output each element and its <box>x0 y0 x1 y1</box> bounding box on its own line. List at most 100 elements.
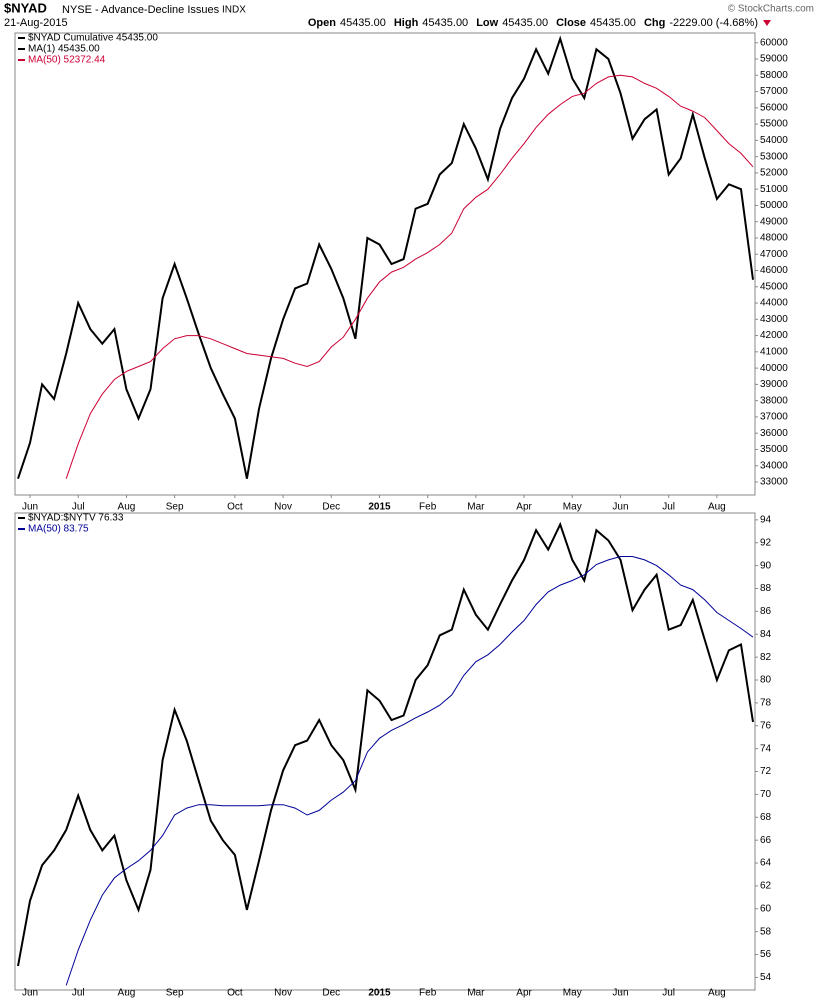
legend-entry: MA(50) 83.75 <box>28 524 89 535</box>
y-tick-label: 45000 <box>760 281 788 292</box>
legend-entry: MA(50) 52372.44 <box>28 55 106 66</box>
y-tick-label: 57000 <box>760 86 788 97</box>
y-tick-label: 36000 <box>760 428 788 439</box>
x-tick-label: Jun <box>22 988 38 999</box>
down-arrow <box>763 20 771 26</box>
plot-frame <box>14 512 756 991</box>
quote-label: High <box>394 17 419 29</box>
y-tick-label: 53000 <box>760 151 788 162</box>
y-tick-label: 39000 <box>760 379 788 390</box>
y-tick-label: 66 <box>760 835 772 846</box>
x-tick-label: Aug <box>118 502 136 513</box>
x-tick-label: 2015 <box>368 988 391 999</box>
x-tick-label: Nov <box>274 988 292 999</box>
x-tick-label: Jul <box>72 502 85 513</box>
y-tick-label: 74 <box>760 743 772 754</box>
y-tick-label: 86 <box>760 606 772 617</box>
exchange: INDX <box>222 5 246 16</box>
x-tick-label: Jun <box>22 502 38 513</box>
y-tick-label: 49000 <box>760 216 788 227</box>
series-line <box>17 521 754 967</box>
x-tick-label: Feb <box>419 988 437 999</box>
y-tick-label: 44000 <box>760 298 788 309</box>
x-tick-label: Dec <box>322 502 340 513</box>
y-tick-label: 50000 <box>760 200 788 211</box>
y-tick-label: 33000 <box>760 477 788 488</box>
y-tick-label: 37000 <box>760 412 788 423</box>
quote-value: 45435.00 <box>502 17 548 29</box>
y-tick-label: 78 <box>760 698 772 709</box>
x-tick-label: Mar <box>467 502 485 513</box>
quote-value: 45435.00 <box>422 17 468 29</box>
x-tick-label: Aug <box>708 988 726 999</box>
y-tick-label: 56000 <box>760 102 788 113</box>
y-tick-label: 40000 <box>760 363 788 374</box>
description: NYSE - Advance-Decline Issues <box>62 4 220 16</box>
quote-value: 45435.00 <box>340 17 386 29</box>
x-tick-label: Apr <box>516 988 532 999</box>
copyright: © StockCharts.com <box>728 4 814 15</box>
y-tick-label: 38000 <box>760 395 788 406</box>
y-tick-label: 55000 <box>760 119 788 130</box>
x-tick-label: Oct <box>227 988 243 999</box>
y-tick-label: 80 <box>760 675 772 686</box>
y-tick-label: 60 <box>760 903 772 914</box>
y-tick-label: 90 <box>760 560 772 571</box>
x-tick-label: Sep <box>166 988 184 999</box>
y-tick-label: 46000 <box>760 265 788 276</box>
legend-entry: $NYAD Cumulative 45435.00 <box>28 33 158 44</box>
y-tick-label: 62 <box>760 881 772 892</box>
y-tick-label: 82 <box>760 652 772 663</box>
series-line <box>65 74 754 479</box>
quote-label: Low <box>476 17 498 29</box>
y-tick-label: 59000 <box>760 54 788 65</box>
y-tick-label: 84 <box>760 629 772 640</box>
y-tick-label: 56 <box>760 949 772 960</box>
x-tick-label: Jun <box>612 988 628 999</box>
y-tick-label: 42000 <box>760 330 788 341</box>
x-tick-label: Jul <box>662 988 675 999</box>
series-line <box>65 556 754 986</box>
y-tick-label: 52000 <box>760 168 788 179</box>
x-tick-label: Oct <box>227 502 243 513</box>
quote-label: Open <box>308 17 336 29</box>
y-tick-label: 58000 <box>760 70 788 81</box>
y-tick-label: 58 <box>760 926 772 937</box>
x-tick-label: Jul <box>662 502 675 513</box>
x-tick-label: Feb <box>419 502 437 513</box>
quote: -2229.00 (-4.68%) Chg 45435.00 Close 45435.0… <box>308 17 758 29</box>
x-tick-label: Jun <box>612 502 628 513</box>
quote-value: 45435.00 <box>590 17 636 29</box>
y-tick-label: 54000 <box>760 135 788 146</box>
x-tick-label: Mar <box>467 988 485 999</box>
x-tick-label: Aug <box>708 502 726 513</box>
y-tick-label: 41000 <box>760 346 788 357</box>
quote-label: Close <box>556 17 586 29</box>
y-tick-label: 72 <box>760 766 772 777</box>
quote-label: Chg <box>644 17 665 29</box>
y-tick-label: 54 <box>760 972 772 983</box>
y-tick-label: 51000 <box>760 184 788 195</box>
y-tick-label: 48000 <box>760 233 788 244</box>
x-tick-label: Aug <box>118 988 136 999</box>
y-tick-label: 68 <box>760 812 772 823</box>
x-tick-label: May <box>563 988 582 999</box>
y-tick-label: 92 <box>760 537 772 548</box>
y-tick-label: 35000 <box>760 444 788 455</box>
y-tick-label: 64 <box>760 858 772 869</box>
quote-value: -2229.00 (-4.68%) <box>669 17 758 29</box>
legend-entry: $NYAD:$NYTV 76.33 <box>28 513 124 524</box>
x-tick-label: May <box>563 502 582 513</box>
y-tick-label: 70 <box>760 789 772 800</box>
x-tick-label: Dec <box>322 988 340 999</box>
x-tick-label: Sep <box>166 502 184 513</box>
plot-frame <box>14 32 756 496</box>
series-line <box>17 35 754 480</box>
y-tick-label: 47000 <box>760 249 788 260</box>
y-tick-label: 43000 <box>760 314 788 325</box>
legend-entry: MA(1) 45435.00 <box>28 44 100 55</box>
x-tick-label: 2015 <box>368 502 391 513</box>
y-tick-label: 94 <box>760 515 772 526</box>
y-tick-label: 76 <box>760 720 772 731</box>
